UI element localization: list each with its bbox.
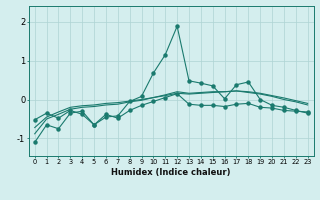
X-axis label: Humidex (Indice chaleur): Humidex (Indice chaleur) [111, 168, 231, 177]
